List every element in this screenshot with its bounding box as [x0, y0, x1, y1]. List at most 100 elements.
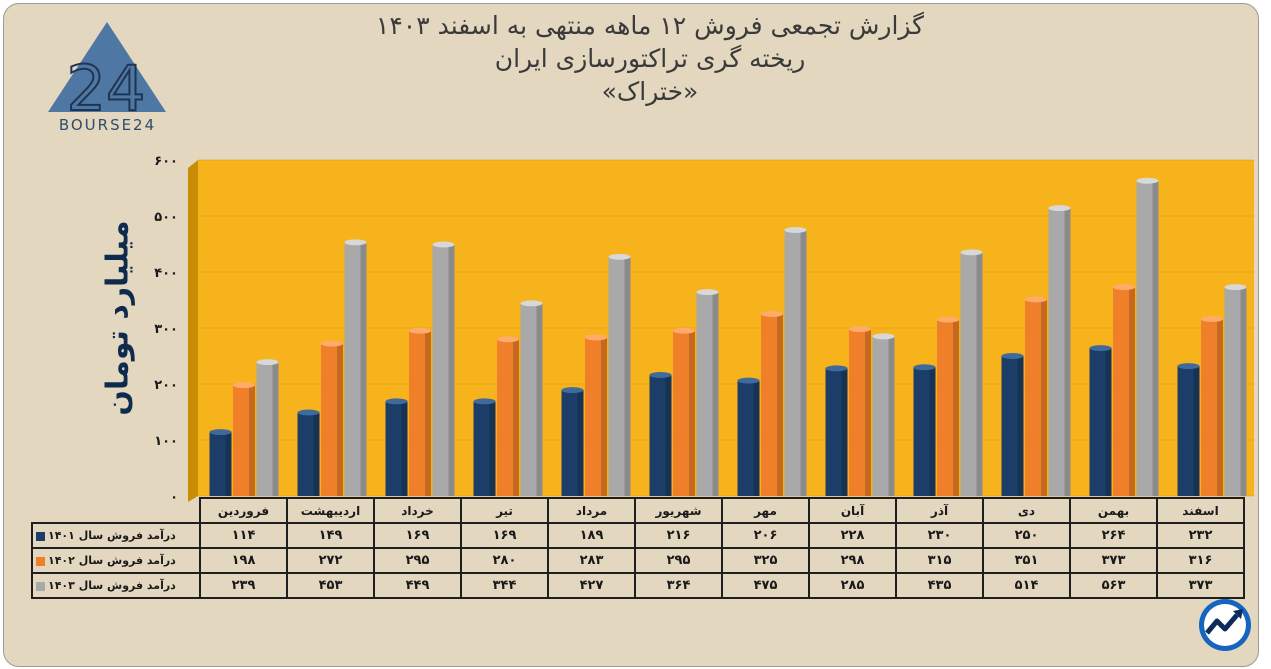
bar-1402 — [1025, 296, 1047, 496]
bar-1403 — [1224, 284, 1247, 496]
bar-1401 — [649, 372, 672, 496]
table-value-cell: ۵۶۳ — [1069, 572, 1158, 599]
bar-1402 — [673, 327, 695, 496]
logo-mark: 24 — [67, 52, 146, 125]
bar-1401 — [1001, 353, 1024, 496]
bar-1402 — [409, 327, 431, 496]
bar-1402 — [761, 311, 783, 496]
legend-label-1402: درآمد فروش سال ۱۴۰۲ — [48, 554, 176, 567]
bar-1403 — [784, 227, 807, 496]
table-value-cell: ۳۱۵ — [895, 547, 984, 574]
legend-label-1401: درآمد فروش سال ۱۴۰۱ — [48, 529, 176, 542]
title-line-2: ریخته گری تراکتورسازی ایران — [494, 44, 806, 73]
table-value-cell: ۲۱۶ — [634, 522, 723, 549]
table-value-cell: ۴۵۳ — [286, 572, 375, 599]
bar-1401 — [473, 398, 496, 496]
table-value-cell: ۲۸۵ — [808, 572, 897, 599]
table-value-cell: ۲۲۸ — [808, 522, 897, 549]
bar-1402 — [937, 316, 959, 496]
bar-1402 — [585, 334, 607, 496]
bar-1402 — [497, 336, 519, 496]
bourse24-logo-icon: 24 — [48, 22, 166, 126]
table-value-cell: ۳۱۶ — [1156, 547, 1245, 574]
table-value-cell: ۳۵۱ — [982, 547, 1071, 574]
table-category-header: مرداد — [547, 497, 636, 524]
logo-text: BOURSE24 — [58, 116, 157, 134]
table-category-header: اسفند — [1156, 497, 1245, 524]
table-value-cell: ۲۶۴ — [1069, 522, 1158, 549]
bar-1402 — [1113, 284, 1135, 496]
table-category-header: فروردین — [199, 497, 288, 524]
plot-side-wall — [188, 160, 198, 502]
bar-1403 — [256, 359, 279, 496]
table-row-1402: درآمد فروش سال ۱۴۰۲ ۱۹۸ ۲۷۲ ۲۹۵ ۲۸۰ ۲۸۳ ۲۹۵ ۳۲… — [31, 547, 1245, 574]
table-category-header: شهریور — [634, 497, 723, 524]
table-value-cell: ۵۱۴ — [982, 572, 1071, 599]
bar-1403 — [696, 289, 719, 496]
table-value-cell: ۴۴۹ — [373, 572, 462, 599]
bar-1401 — [209, 429, 232, 496]
y-tick-label: ۰ — [170, 490, 178, 505]
legend-swatch-1401 — [36, 531, 45, 541]
table-category-header: خرداد — [373, 497, 462, 524]
table-header-row: فروردین اردیبهشت خرداد تیر مرداد شهریور مهر آبا… — [32, 497, 1245, 524]
bar-1402 — [1201, 316, 1223, 496]
bar-1401 — [737, 377, 760, 496]
table-value-cell: ۲۰۶ — [721, 522, 810, 549]
table-category-header: مهر — [721, 497, 810, 524]
y-tick-label: ۴۰۰ — [154, 266, 178, 281]
table-value-cell: ۲۳۰ — [895, 522, 984, 549]
bar-1403 — [432, 241, 455, 496]
table-category-header: آذر — [895, 497, 984, 524]
table-value-cell: ۲۸۳ — [547, 547, 636, 574]
bar-1401 — [561, 387, 584, 496]
table-category-header: دی — [982, 497, 1071, 524]
table-value-cell: ۲۹۵ — [373, 547, 462, 574]
bar-1403 — [1136, 177, 1159, 496]
table-category-header: آبان — [808, 497, 897, 524]
bar-1402 — [233, 382, 255, 496]
table-value-cell: ۲۹۵ — [634, 547, 723, 574]
table-value-cell: ۱۴۹ — [286, 522, 375, 549]
table-value-cell: ۱۶۹ — [460, 522, 549, 549]
bar-1403 — [960, 249, 983, 496]
table-value-cell: ۳۴۴ — [460, 572, 549, 599]
table-category-header: بهمن — [1069, 497, 1158, 524]
y-tick-label: ۶۰۰ — [154, 154, 178, 169]
table-value-cell: ۳۷۳ — [1156, 572, 1245, 599]
y-tick-label: ۳۰۰ — [154, 322, 178, 337]
bar-1402 — [321, 340, 343, 496]
bar-1403 — [872, 333, 895, 496]
table-value-cell: ۱۱۴ — [199, 522, 288, 549]
bar-1403 — [608, 253, 631, 496]
bar-1403 — [1048, 205, 1071, 496]
table-value-cell: ۲۹۸ — [808, 547, 897, 574]
table-value-cell: ۲۷۲ — [286, 547, 375, 574]
table-value-cell: ۳۷۳ — [1069, 547, 1158, 574]
bar-1401 — [385, 398, 408, 496]
table-value-cell: ۴۷۵ — [721, 572, 810, 599]
bar-1402 — [849, 326, 871, 496]
bar-1401 — [913, 364, 936, 496]
table-value-cell: ۴۳۵ — [895, 572, 984, 599]
y-tick-label: ۵۰۰ — [154, 210, 178, 225]
table-category-header: تیر — [460, 497, 549, 524]
table-value-cell: ۲۳۲ — [1156, 522, 1245, 549]
y-tick-label: ۱۰۰ — [154, 434, 178, 449]
table-value-cell: ۱۸۹ — [547, 522, 636, 549]
table-value-cell: ۴۲۷ — [547, 572, 636, 599]
bar-1401 — [1089, 345, 1112, 496]
table-value-cell: ۲۳۹ — [199, 572, 288, 599]
title-line-3: «ختراک» — [601, 77, 699, 106]
chart-title: گزارش تجمعی فروش ۱۲ ماهه منتهی به اسفند … — [300, 10, 1000, 109]
bar-1401 — [825, 365, 848, 496]
table-value-cell: ۱۶۹ — [373, 522, 462, 549]
bar-1403 — [344, 239, 367, 496]
table-value-cell: ۳۶۴ — [634, 572, 723, 599]
table-row-1401: درآمد فروش سال ۱۴۰۱ ۱۱۴ ۱۴۹ ۱۶۹ ۱۶۹ ۱۸۹ ۲۱۶ ۲۰… — [31, 522, 1245, 549]
table-category-header: اردیبهشت — [286, 497, 375, 524]
y-tick-label: ۲۰۰ — [154, 378, 178, 393]
table-value-cell: ۳۲۵ — [721, 547, 810, 574]
legend-swatch-1402 — [36, 556, 45, 566]
title-line-1: گزارش تجمعی فروش ۱۲ ماهه منتهی به اسفند … — [375, 11, 925, 40]
